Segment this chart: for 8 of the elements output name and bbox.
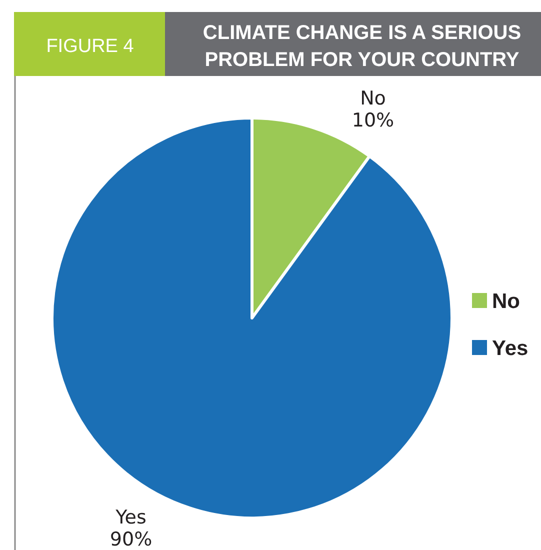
caption: FIGURE 4	[46, 36, 134, 57]
legend-label: No	[492, 290, 520, 313]
slice-label: No	[360, 87, 386, 110]
legend-label: Yes	[492, 337, 528, 360]
data-label: 90%	[110, 528, 152, 550]
slice-label: Yes	[114, 506, 146, 529]
data-label: 10%	[352, 109, 394, 132]
chart-title: CLIMATE CHANGE IS A SERIOUS PROBLEM FOR YOUR COUNTRY	[202, 22, 522, 71]
